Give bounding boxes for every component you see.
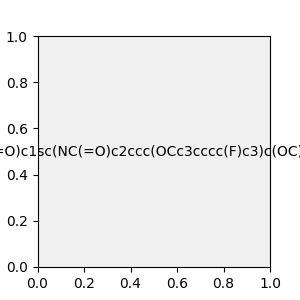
Text: COC(=O)c1sc(NC(=O)c2ccc(OCc3cccc(F)c3)c(OC)c2)nc1: COC(=O)c1sc(NC(=O)c2ccc(OCc3cccc(F)c3)c(… [0, 145, 300, 158]
